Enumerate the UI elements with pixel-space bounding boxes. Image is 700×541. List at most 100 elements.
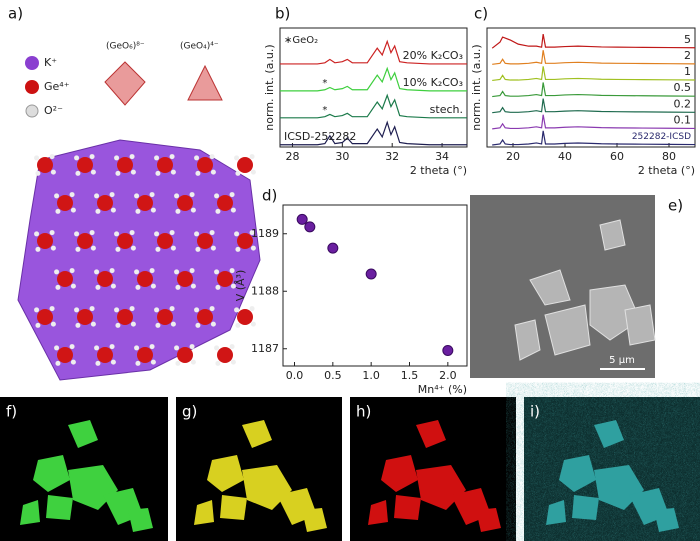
legend-label: Ge⁴⁺ [44,80,70,93]
o-atom [215,360,221,366]
ge-atom [137,347,153,363]
o-atom [169,230,175,236]
o-atom [54,269,60,275]
y-axis-label: norm. int. (a.u.) [470,44,483,130]
x-axis-label: Mn⁴⁺ (%) [418,383,467,396]
o-atom [229,344,235,350]
o-atom [235,246,241,252]
series-label: 10% K₂CO₃ [403,76,463,89]
o-atom [189,344,195,350]
o-atom [50,245,56,251]
o-atom [110,283,116,289]
o-atom [150,359,156,365]
o-atom [150,207,156,213]
o-atom [50,169,56,175]
ge-atom [197,157,213,173]
plot-frame [282,204,468,367]
ge-atom [77,233,93,249]
o-icon [25,104,39,118]
ge-atom [97,347,113,363]
series-line [492,130,696,146]
o-atom [109,344,115,350]
o-atom [229,268,235,274]
o-atom [209,230,215,236]
panel-label: h) [356,403,371,421]
panel-label: i) [530,403,540,421]
o-atom [234,231,240,237]
o-atom [169,154,175,160]
o-atom [194,307,200,313]
o-atom [170,245,176,251]
series-label: stech. [430,103,463,116]
series-line [280,39,467,65]
ge-atom [157,309,173,325]
o-atom [89,154,95,160]
x-tick-label: 1.5 [401,369,419,382]
o-atom [134,269,140,275]
o-atom [209,306,215,312]
ge-atom [157,233,173,249]
ge-atom [77,309,93,325]
o-atom [130,245,136,251]
o-atom [89,306,95,312]
x-tick-label: 1.0 [362,369,380,382]
o-atom [54,193,60,199]
ge-atom [197,233,213,249]
o-atom [235,170,241,176]
ge-atom [97,271,113,287]
o-atom [74,307,80,313]
structure-body [17,139,261,381]
ge-atom [57,271,73,287]
series-label: 2 [684,49,691,62]
o-atom [74,155,80,161]
o-atom [209,154,215,160]
ge-atom [137,195,153,211]
o-atom [75,170,81,176]
o-atom [230,207,236,213]
tetrahedron [187,64,223,101]
o-atom [95,208,101,214]
o-atom [55,208,61,214]
o-atom [115,322,121,328]
o-atom [214,345,220,351]
series-line [280,93,467,119]
o-atom [55,284,61,290]
o-atom [129,306,135,312]
o-atom [234,155,240,161]
series-line [491,33,696,49]
o-atom [94,269,100,275]
o-atom [95,360,101,366]
o-atom [89,230,95,236]
annotation: ∗GeO₂ [284,35,318,46]
o-atom [129,230,135,236]
series-line [280,66,467,92]
y-axis-label: V (Å³) [234,270,247,302]
o-atom [195,246,201,252]
ge-atom [117,233,133,249]
o-atom [70,283,76,289]
o-atom [210,169,216,175]
o-atom [70,359,76,365]
crystal-structure [17,139,261,381]
plot-frame [486,27,696,148]
x-tick-label: 80 [662,150,676,163]
annotation: * [322,78,327,89]
series-label: 0.5 [674,81,692,94]
legend-label: K⁺ [44,56,57,69]
o-atom [110,207,116,213]
o-atom [189,268,195,274]
series-line [492,98,696,114]
o-atom [135,360,141,366]
o-atom [135,208,141,214]
x-tick-label: 34 [435,150,449,163]
x-axis-label: 2 theta (°) [410,164,467,177]
o-atom [69,344,75,350]
o-atom [94,193,100,199]
panel-label: c) [474,5,488,23]
o-atom [230,283,236,289]
o-atom [150,283,156,289]
x-axis-label: 2 theta (°) [638,164,695,177]
o-atom [34,231,40,237]
ge-atom [197,309,213,325]
ge-atom [77,157,93,173]
